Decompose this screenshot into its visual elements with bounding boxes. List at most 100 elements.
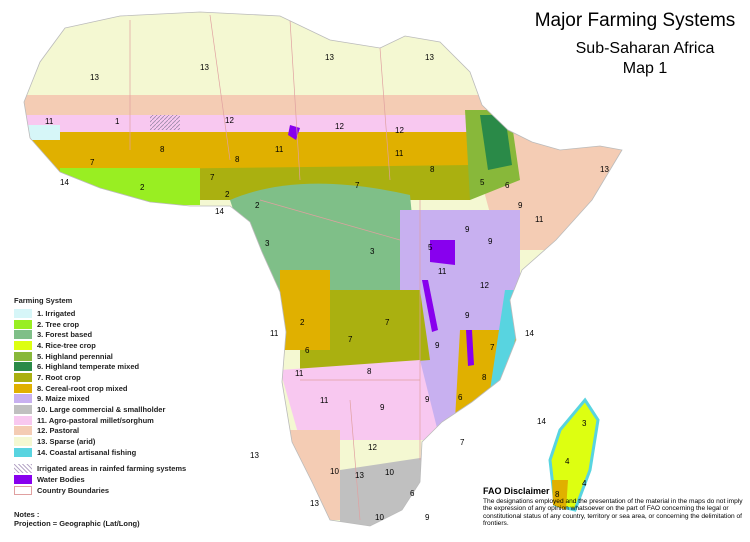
- disclaimer-text: The designations employed and the presen…: [483, 497, 743, 528]
- label-8: 8: [482, 373, 487, 382]
- legend-swatch: [14, 383, 32, 393]
- label-2: 2: [225, 190, 230, 199]
- legend-label: 7. Root crop: [37, 372, 81, 382]
- label-9: 9: [518, 201, 523, 210]
- label-8: 8: [367, 367, 372, 376]
- zone-tree-crop-west: [60, 168, 200, 205]
- disclaimer-heading: FAO Disclaimer: [483, 486, 550, 496]
- legend-item: 1. Irrigated: [14, 308, 186, 319]
- legend: Farming System 1. Irrigated 2. Tree crop 3…: [14, 296, 186, 528]
- legend-swatch: [14, 426, 32, 436]
- legend-item: 5. Highland perennial: [14, 351, 186, 362]
- legend-item: 10. Large commercial & smallholder: [14, 404, 186, 415]
- label-11: 11: [295, 369, 304, 378]
- label-8: 8: [430, 165, 435, 174]
- label-12: 12: [335, 122, 344, 131]
- label-9: 9: [465, 311, 470, 320]
- map-number: Map 1: [622, 60, 668, 77]
- map-title: Major Farming Systems: [534, 10, 736, 31]
- label-7: 7: [490, 343, 495, 352]
- label-11: 11: [45, 117, 54, 126]
- label-9: 9: [425, 513, 430, 522]
- legend-item-water-bodies: Water Bodies: [14, 474, 186, 485]
- legend-item: 9. Maize mixed: [14, 394, 186, 405]
- legend-item: 3. Forest based: [14, 329, 186, 340]
- legend-swatch: [14, 351, 32, 361]
- label-13: 13: [425, 53, 434, 62]
- legend-label: Irrigated areas in rainfed farming syste…: [37, 464, 187, 474]
- zone-highland-temperate: [480, 115, 512, 170]
- zone-irrigated: [24, 125, 60, 140]
- legend-swatch: [14, 447, 32, 457]
- label-13: 13: [250, 451, 259, 460]
- legend-label: 4. Rice-tree crop: [37, 340, 96, 350]
- lake-tanganyika: [422, 280, 438, 332]
- legend-item: 11. Agro-pastoral millet/sorghum: [14, 415, 186, 426]
- label-13: 13: [355, 471, 364, 480]
- label-3: 3: [370, 247, 375, 256]
- label-2: 2: [300, 318, 305, 327]
- label-2: 2: [255, 201, 260, 210]
- label-13: 13: [310, 499, 319, 508]
- zone-labels: 13 13 13 13 13 11 1 12 12 12 11 11 8 8 8…: [45, 53, 609, 522]
- label-1: 1: [115, 117, 120, 126]
- legend-label: 9. Maize mixed: [37, 394, 90, 404]
- legend-swatch: [14, 415, 32, 425]
- legend-item: 2. Tree crop: [14, 319, 186, 330]
- label-11: 11: [438, 267, 447, 276]
- label-12: 12: [480, 281, 489, 290]
- label-10: 10: [375, 513, 384, 522]
- legend-swatch: [14, 394, 32, 404]
- legend-swatch: [14, 330, 32, 340]
- hatch-swatch: [14, 464, 32, 474]
- projection-note: Projection = Geographic (Lat/Long): [14, 518, 140, 528]
- legend-item: 8. Cereal-root crop mixed: [14, 383, 186, 394]
- legend-swatch: [14, 308, 32, 318]
- label-11: 11: [270, 329, 279, 338]
- label-9: 9: [425, 395, 430, 404]
- zone-forest: [230, 183, 420, 308]
- label-14: 14: [60, 178, 69, 187]
- label-10: 10: [330, 467, 339, 476]
- legend-label: 5. Highland perennial: [37, 351, 113, 361]
- legend-label: 13. Sparse (arid): [37, 437, 96, 447]
- label-14: 14: [525, 329, 534, 338]
- label-9: 9: [488, 237, 493, 246]
- label-9: 9: [435, 341, 440, 350]
- label-11: 11: [395, 149, 404, 158]
- fao-disclaimer: FAO Disclaimer The designations employed…: [483, 486, 748, 528]
- irrigated-rainfed-area: [150, 115, 180, 130]
- label-13: 13: [200, 63, 209, 72]
- zone-cereal-root-angola: [280, 270, 330, 350]
- label-4: 4: [582, 479, 587, 488]
- legend-item: 7. Root crop: [14, 372, 186, 383]
- legend-item: 14. Coastal artisanal fishing: [14, 447, 186, 458]
- legend-label: 3. Forest based: [37, 330, 93, 340]
- label-2: 2: [140, 183, 145, 192]
- legend-label: 2. Tree crop: [37, 319, 80, 329]
- water-swatch: [14, 475, 32, 485]
- notes-label: Notes :: [14, 509, 40, 519]
- label-13: 13: [600, 165, 609, 174]
- boundary-swatch: [14, 485, 32, 495]
- legend-label: Water Bodies: [37, 475, 85, 485]
- legend-label: 10. Large commercial & smallholder: [37, 405, 166, 415]
- label-6: 6: [505, 181, 510, 190]
- label-7: 7: [90, 158, 95, 167]
- label-13: 13: [90, 73, 99, 82]
- label-8: 8: [235, 155, 240, 164]
- label-11: 11: [275, 145, 284, 154]
- label-11: 11: [320, 396, 329, 405]
- legend-item: 12. Pastoral: [14, 426, 186, 437]
- lake-malawi: [466, 330, 474, 366]
- legend-swatch: [14, 405, 32, 415]
- label-12: 12: [395, 126, 404, 135]
- legend-swatch: [14, 372, 32, 382]
- zone-agropastoral-band: [24, 115, 470, 135]
- legend-item-country-boundaries: Country Boundaries: [14, 485, 186, 496]
- label-6: 6: [458, 393, 463, 402]
- map-subtitle: Sub-Saharan Africa: [575, 40, 715, 57]
- label-7: 7: [385, 318, 390, 327]
